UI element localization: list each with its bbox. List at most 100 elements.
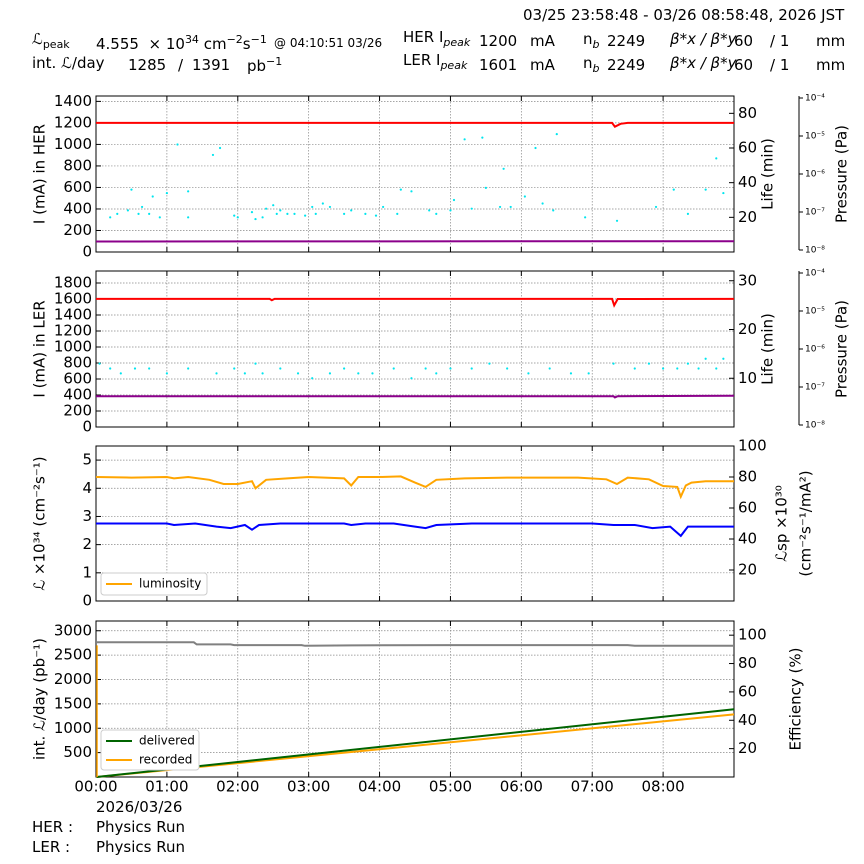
ler-ylabel: I (mA) in LER <box>31 300 49 397</box>
footer-date: 2026/03/26 <box>96 798 183 816</box>
ler-life-point <box>119 372 122 375</box>
her-life-point <box>293 212 296 215</box>
ler-frame <box>95 270 735 428</box>
her-life-point <box>686 212 690 215</box>
her-life-point <box>399 188 402 191</box>
integrated-delivered-line <box>96 708 735 778</box>
luminosity-ylabel: ℒ ×10³⁴ (cm⁻²s⁻¹) <box>31 456 49 590</box>
lpeak-mult: × 10 <box>148 35 185 53</box>
integrated-ytick2-label: 20 <box>738 739 757 757</box>
luminosity-ylabel2: ℒsp ×10³⁰ <box>773 485 791 562</box>
ler-life-point <box>343 367 346 370</box>
integrated-ytick-label: 1500 <box>54 694 92 712</box>
luminosity-ytick2-label: 20 <box>738 561 757 579</box>
luminosity-ytick2-label: 40 <box>738 530 757 548</box>
ler-life-point <box>410 377 413 380</box>
ler-pressure-tick-label: 10⁻⁷ <box>805 383 825 393</box>
lpeak-number: 4.555 <box>96 35 139 53</box>
ler-life-point <box>165 372 168 375</box>
her-beta-unit: mm <box>816 32 846 50</box>
luminosity-ytick-label: 4 <box>82 479 92 497</box>
her-beta-x: 60 <box>734 32 754 50</box>
her-ylabel2: Life (min) <box>759 138 777 210</box>
ler-ipeak-label: LER Ipeak <box>403 51 468 72</box>
footer-her-label: HER : <box>32 818 74 836</box>
ler-life-point <box>148 367 151 370</box>
integrated-xtick-label: 00:00 <box>74 778 117 796</box>
her-ytick2-label: 20 <box>738 208 757 226</box>
ler-pressure-line <box>96 394 735 399</box>
intl-slash: / <box>178 56 184 74</box>
ler-ytick-label: 1600 <box>54 290 92 308</box>
her-life-point <box>509 205 512 209</box>
her-life-point <box>130 188 133 191</box>
ler-ytick-label: 800 <box>63 354 92 372</box>
her-pressure-tick-label: 10⁻⁵ <box>805 132 825 142</box>
integrated-ytick-label: 500 <box>63 743 92 761</box>
ler-life-point <box>715 367 718 370</box>
integrated-xtick-label: 08:00 <box>641 778 684 796</box>
integrated-ylabel2: Efficiency (%) <box>787 648 805 751</box>
ler-life-point <box>215 372 218 375</box>
her-life-point <box>615 219 619 222</box>
luminosity-luminosity-line <box>95 475 734 500</box>
ler-beta-x: 60 <box>734 56 754 74</box>
her-ipeak-value: 1200 <box>479 32 518 50</box>
her-life-point <box>715 157 718 160</box>
ler-life-point <box>424 367 427 370</box>
ler-nb-value: 2249 <box>607 56 646 74</box>
her-life-point <box>541 202 544 205</box>
luminosity-ytick-label: 1 <box>82 563 92 581</box>
integrated-ytick-label: 2000 <box>54 670 92 688</box>
integrated-xtick-label: 02:00 <box>216 778 259 796</box>
her-life-point <box>481 136 484 139</box>
her-life-point <box>704 188 707 191</box>
ler-nb-label: nb <box>583 54 600 75</box>
her-pressure-tick-label: 10⁻⁴ <box>805 94 825 104</box>
her-life-point <box>140 205 144 209</box>
footer-her-status: Physics Run <box>96 818 186 836</box>
her-life-point <box>449 209 452 212</box>
ler-ytick-label: 1200 <box>54 322 92 340</box>
her-life-point <box>452 198 456 202</box>
her-pressure-tick-label: 10⁻⁸ <box>805 246 825 256</box>
her-ytick2-label: 60 <box>738 139 757 157</box>
luminosity-ytick-label: 0 <box>82 592 92 610</box>
integrated-ytick2-label: 60 <box>738 682 757 700</box>
her-life-point <box>410 190 413 193</box>
integrated-xtick-label: 04:00 <box>358 778 401 796</box>
her-life-point <box>236 216 239 219</box>
ler-life-point <box>392 367 395 370</box>
ler-ytick-label: 200 <box>63 402 92 420</box>
ler-beta-y: / 1 <box>770 56 790 74</box>
integrated-xtick-label: 05:00 <box>429 778 472 796</box>
her-life-point <box>311 205 314 209</box>
ler-ytick-label: 1400 <box>54 306 92 324</box>
luminosity-ylabel2b: (cm⁻²s⁻¹/mA²) <box>797 470 815 576</box>
ler-life-point <box>435 372 438 375</box>
integrated-ytick-label: 1000 <box>54 719 92 737</box>
integrated-ytick2-label: 100 <box>738 626 767 644</box>
intl-delivered: 1285 <box>128 56 167 74</box>
ler-ytick2-label: 30 <box>738 271 757 289</box>
her-ytick2-label: 40 <box>738 173 757 191</box>
ler-life-point <box>133 367 137 370</box>
her-ytick-label: 1400 <box>54 92 92 110</box>
ler-life-point <box>697 367 700 370</box>
ler-life-point <box>371 372 374 375</box>
her-life-point <box>165 191 168 195</box>
ler-life-point <box>449 367 452 370</box>
integrated-ytick-label: 2500 <box>54 646 92 664</box>
her-beta-y: / 1 <box>770 32 790 50</box>
ler-life-point <box>488 362 491 365</box>
luminosity-ytick2-label: 80 <box>738 468 757 486</box>
her-ytick2-label: 80 <box>738 104 757 122</box>
her-life-point <box>498 205 502 209</box>
ler-life-point <box>506 367 509 370</box>
lpeak-value: 4.555 × 1034 cm−2s−1 <box>96 31 267 53</box>
her-life-point <box>523 195 526 198</box>
lpeak-exp: 34 <box>184 33 199 46</box>
integrated-efficiency-line <box>96 641 734 647</box>
her-ytick-label: 800 <box>63 156 92 174</box>
ler-life-point <box>662 367 665 370</box>
